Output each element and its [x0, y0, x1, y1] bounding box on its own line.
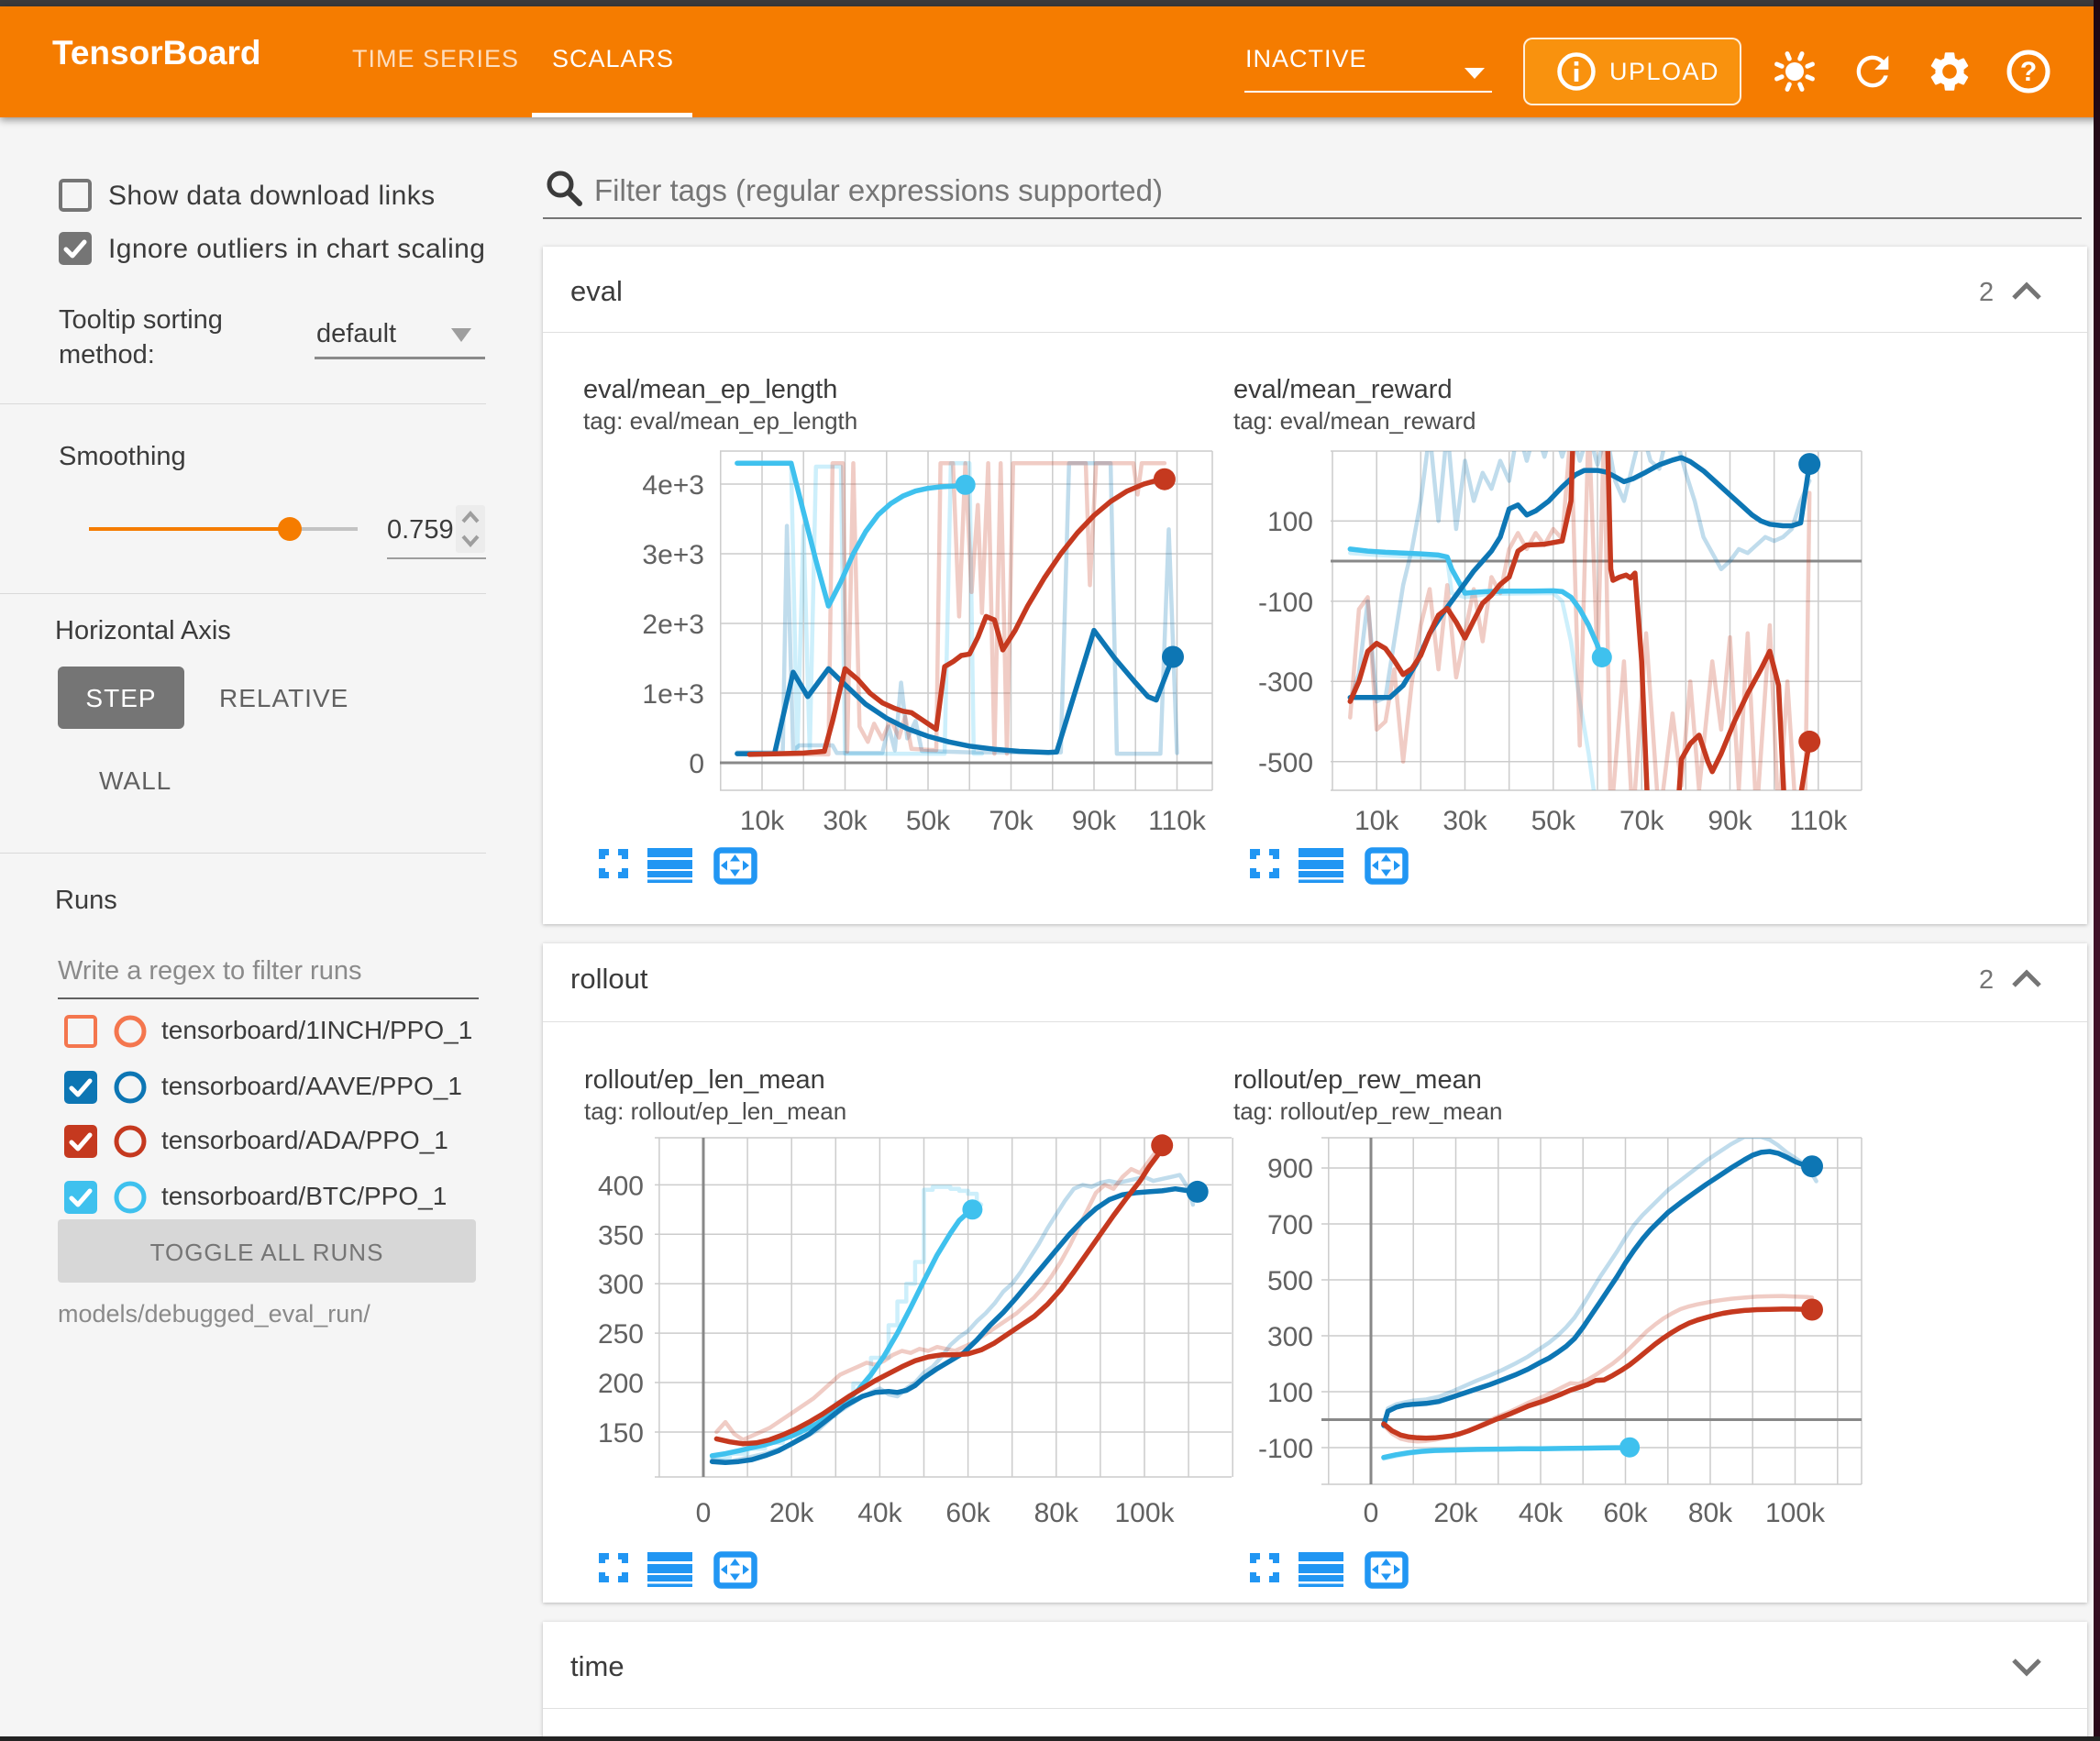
svg-text:-300: -300 [1258, 667, 1313, 698]
svg-text:70k: 70k [989, 806, 1033, 836]
svg-text:110k: 110k [1789, 806, 1848, 836]
svg-text:0: 0 [1364, 1498, 1379, 1528]
svg-text:-100: -100 [1258, 588, 1313, 618]
svg-text:10k: 10k [740, 806, 785, 836]
svg-text:400: 400 [598, 1171, 644, 1201]
svg-text:80k: 80k [1034, 1498, 1079, 1528]
svg-text:3e+3: 3e+3 [642, 540, 704, 570]
svg-text:1e+3: 1e+3 [642, 679, 704, 710]
svg-text:-500: -500 [1258, 748, 1313, 778]
svg-text:4e+3: 4e+3 [642, 470, 704, 501]
svg-text:2e+3: 2e+3 [642, 610, 704, 640]
svg-text:110k: 110k [1148, 806, 1207, 836]
svg-text:60k: 60k [945, 1498, 990, 1528]
svg-text:50k: 50k [1531, 806, 1576, 836]
svg-text:700: 700 [1267, 1210, 1313, 1240]
svg-text:300: 300 [598, 1270, 644, 1300]
svg-text:150: 150 [598, 1418, 644, 1449]
svg-text:20k: 20k [1433, 1498, 1478, 1528]
svg-text:90k: 90k [1072, 806, 1117, 836]
svg-text:100k: 100k [1765, 1498, 1826, 1528]
svg-text:40k: 40k [857, 1498, 902, 1528]
svg-text:10k: 10k [1354, 806, 1399, 836]
svg-text:100: 100 [1267, 507, 1313, 537]
svg-text:350: 350 [598, 1220, 644, 1251]
svg-text:300: 300 [1267, 1322, 1313, 1352]
svg-text:0: 0 [696, 1498, 712, 1528]
svg-text:0: 0 [689, 749, 704, 779]
svg-text:-100: -100 [1258, 1434, 1313, 1464]
svg-text:90k: 90k [1708, 806, 1752, 836]
svg-text:50k: 50k [906, 806, 951, 836]
svg-text:80k: 80k [1688, 1498, 1733, 1528]
svg-text:30k: 30k [1442, 806, 1487, 836]
svg-text:500: 500 [1267, 1266, 1313, 1296]
svg-text:200: 200 [598, 1369, 644, 1399]
svg-text:70k: 70k [1619, 806, 1664, 836]
svg-text:40k: 40k [1519, 1498, 1564, 1528]
svg-text:250: 250 [598, 1319, 644, 1350]
svg-text:30k: 30k [823, 806, 868, 836]
svg-text:20k: 20k [769, 1498, 814, 1528]
svg-text:100k: 100k [1114, 1498, 1175, 1528]
svg-text:60k: 60k [1603, 1498, 1648, 1528]
svg-text:?: ? [2020, 57, 2037, 87]
svg-text:100: 100 [1267, 1378, 1313, 1408]
svg-text:900: 900 [1267, 1154, 1313, 1185]
